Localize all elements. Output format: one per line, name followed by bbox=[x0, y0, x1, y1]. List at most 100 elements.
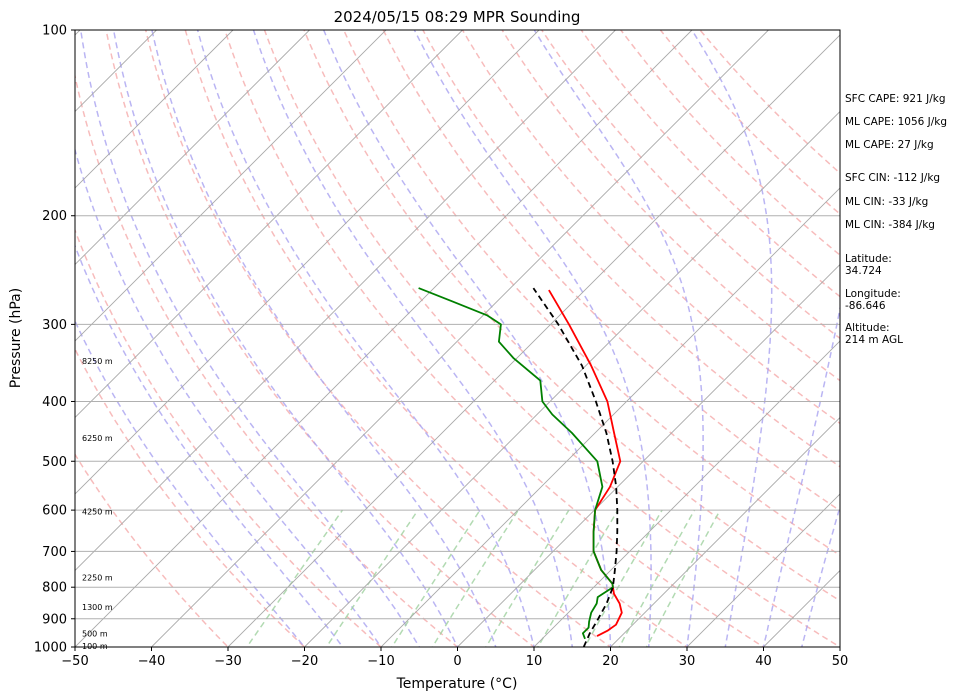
isotherm-line bbox=[227, 34, 840, 647]
isotherm-line bbox=[75, 30, 463, 419]
y-tick-label: 600 bbox=[42, 504, 67, 519]
moist-adiabat bbox=[762, 304, 840, 647]
mixing-ratio-line bbox=[390, 509, 481, 647]
annotation-text: ML CIN: -384 J/kg bbox=[845, 219, 935, 231]
x-tick-label: −20 bbox=[291, 654, 318, 669]
y-tick-label: 300 bbox=[42, 318, 67, 333]
dry-adiabat bbox=[105, 30, 536, 647]
x-tick-label: −50 bbox=[61, 654, 88, 669]
dry-adiabat bbox=[75, 72, 459, 647]
mixing-ratio-line bbox=[325, 509, 419, 647]
isotherm-line bbox=[686, 493, 840, 647]
isotherm-line bbox=[304, 110, 840, 647]
isotherm-line bbox=[75, 30, 540, 495]
plot-frame bbox=[74, 29, 841, 648]
x-tick-label: −10 bbox=[367, 654, 394, 669]
isotherm-line bbox=[0, 30, 4, 647]
x-tick-label: 0 bbox=[453, 654, 461, 669]
moist-adiabat bbox=[151, 30, 497, 647]
moist-adiabat bbox=[196, 30, 535, 647]
moist-adiabat bbox=[79, 30, 421, 647]
annotation-text: SFC CIN: -112 J/kg bbox=[845, 172, 941, 184]
x-axis-title: Temperature (°C) bbox=[396, 676, 518, 692]
isotherm-line bbox=[75, 30, 234, 189]
isotherm-line bbox=[75, 30, 616, 572]
pressure-gridlines bbox=[75, 29, 840, 648]
profile-lines bbox=[418, 287, 623, 647]
mixing-ratio-line bbox=[431, 509, 519, 647]
chart-title: 2024/05/15 08:29 MPR Sounding bbox=[334, 8, 581, 26]
moist-adiabat bbox=[323, 30, 612, 647]
dry-adiabat bbox=[144, 30, 612, 647]
x-tick-label: 20 bbox=[602, 654, 619, 669]
moist-adiabat bbox=[801, 504, 840, 647]
y-tick-label: 100 bbox=[42, 24, 67, 39]
isotherm-line bbox=[457, 263, 840, 647]
dry-adiabat bbox=[461, 30, 840, 425]
dry-adiabat bbox=[75, 228, 383, 647]
y-tick-label: 1000 bbox=[34, 641, 67, 656]
profile-series-line bbox=[532, 287, 619, 647]
mixing-ratio-line bbox=[537, 509, 619, 647]
mixing-ratio-line bbox=[645, 509, 721, 647]
annotation-text: Longitude: -86.646 bbox=[845, 288, 901, 312]
dry-adiabat bbox=[540, 30, 840, 340]
moist-adiabat bbox=[413, 30, 652, 647]
height-label: 2250 m bbox=[82, 574, 113, 583]
mixing-ratio-line bbox=[485, 509, 570, 647]
x-tick-label: 40 bbox=[755, 654, 772, 669]
dry-adiabat bbox=[184, 30, 689, 647]
annotation-text: Altitude: 214 m AGL bbox=[845, 322, 903, 346]
profile-series-line bbox=[548, 289, 623, 637]
x-tick-label: 30 bbox=[679, 654, 696, 669]
annotation-text: ML CAPE: 27 J/kg bbox=[845, 139, 934, 151]
background-lines bbox=[0, 30, 840, 647]
moist-adiabat bbox=[252, 30, 574, 647]
annotation-text: ML CIN: -33 J/kg bbox=[845, 196, 929, 208]
isotherm-line bbox=[151, 30, 769, 647]
isotherm-line bbox=[75, 30, 310, 266]
height-label: 4250 m bbox=[82, 507, 113, 516]
y-axis-ticks: 100 200 300 400 500 600 700 800 900 1000 bbox=[34, 24, 75, 656]
annotation-text: SFC CAPE: 921 J/kg bbox=[845, 93, 946, 105]
y-tick-label: 400 bbox=[42, 395, 67, 410]
y-tick-label: 200 bbox=[42, 209, 67, 224]
moist-adiabat bbox=[533, 30, 704, 647]
annotation-text: ML CAPE: 1056 J/kg bbox=[845, 116, 948, 128]
height-label: 8250 m bbox=[82, 357, 113, 366]
moist-adiabat bbox=[75, 243, 344, 647]
isotherm-line bbox=[380, 187, 840, 647]
y-axis-title: Pressure (hPa) bbox=[8, 288, 24, 388]
dry-adiabat bbox=[501, 30, 840, 382]
mixing-ratio-line bbox=[583, 509, 663, 647]
x-tick-label: 50 bbox=[832, 654, 849, 669]
moist-adiabat bbox=[75, 319, 306, 647]
mixing-ratio-line bbox=[618, 509, 696, 647]
sounding-annotations: SFC CAPE: 921 J/kg ML CAPE: 1056 J/kg ML C… bbox=[845, 0, 962, 700]
moist-adiabat bbox=[112, 30, 459, 647]
x-tick-label: −40 bbox=[138, 654, 165, 669]
dry-adiabat bbox=[263, 30, 840, 647]
isotherm-line bbox=[75, 30, 693, 647]
y-tick-label: 900 bbox=[42, 612, 67, 627]
isotherm-line bbox=[75, 30, 387, 342]
height-label: 6250 m bbox=[82, 434, 113, 443]
x-tick-label: 10 bbox=[526, 654, 543, 669]
dry-adiabat bbox=[75, 452, 230, 647]
x-tick-label: −30 bbox=[214, 654, 241, 669]
dry-adiabat bbox=[75, 347, 306, 647]
height-label: 500 m bbox=[82, 630, 108, 639]
y-tick-label: 500 bbox=[42, 455, 67, 470]
x-axis-ticks: −50 −40 −30 −20 −10 0 10 20 30 40 50 bbox=[61, 647, 848, 669]
y-tick-label: 700 bbox=[42, 545, 67, 560]
profile-series-line bbox=[418, 287, 614, 640]
y-tick-label: 800 bbox=[42, 581, 67, 596]
isotherm-line bbox=[533, 340, 840, 647]
moist-adiabat bbox=[75, 147, 382, 647]
height-label: 1300 m bbox=[82, 603, 113, 612]
moist-adiabat bbox=[691, 30, 773, 647]
isotherm-line bbox=[610, 416, 840, 647]
annotation-text: Latitude: 34.724 bbox=[845, 253, 892, 277]
dry-adiabat bbox=[224, 30, 765, 647]
